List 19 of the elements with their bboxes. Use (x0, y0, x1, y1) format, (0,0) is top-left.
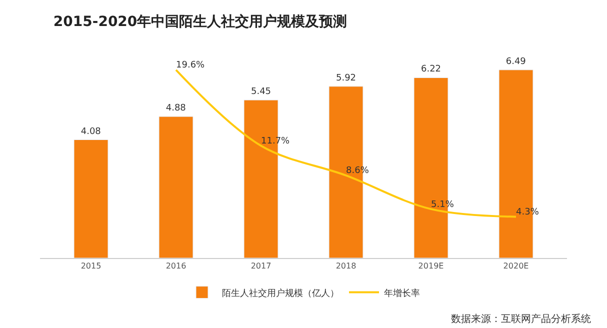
data-label: 5.92 (336, 73, 356, 84)
data-label: 4.88 (166, 104, 186, 114)
data-label: 4.08 (80, 126, 102, 137)
data-label: 6.22 (420, 64, 442, 75)
x-tick-label: 2019E (418, 262, 444, 271)
source-note: 数据来源：互联网产品分析系统 (451, 313, 591, 325)
chart-title: 2015-2020年中国陌生人社交用户规模及预测 (53, 13, 348, 30)
legend-label: 年增长率 (384, 288, 420, 299)
data-label: 5.45 (250, 87, 272, 98)
x-tick-label: 2016 (166, 262, 186, 271)
data-label: 6.49 (506, 56, 526, 67)
legend-label: 陌生人社交用户规模（亿人） (222, 288, 339, 299)
x-tick-label: 2015 (80, 262, 102, 271)
bar (74, 140, 108, 258)
x-tick-label: 2018 (336, 262, 356, 271)
bar (158, 116, 194, 258)
x-tick-label: 2017 (250, 262, 272, 271)
x-tick-label: 2020E (503, 262, 529, 271)
data-label: 19.6% (176, 60, 206, 71)
